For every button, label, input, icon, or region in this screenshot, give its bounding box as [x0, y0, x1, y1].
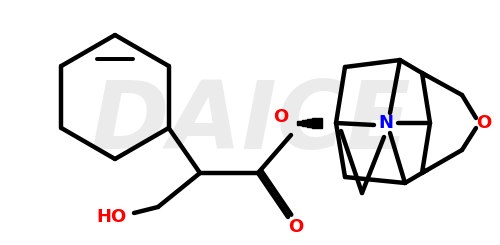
Text: O: O — [274, 108, 288, 126]
Text: O: O — [476, 114, 492, 132]
Text: DAICE: DAICE — [90, 77, 410, 169]
Text: HO: HO — [97, 208, 127, 226]
Text: N: N — [378, 114, 394, 132]
Text: O: O — [288, 218, 304, 236]
